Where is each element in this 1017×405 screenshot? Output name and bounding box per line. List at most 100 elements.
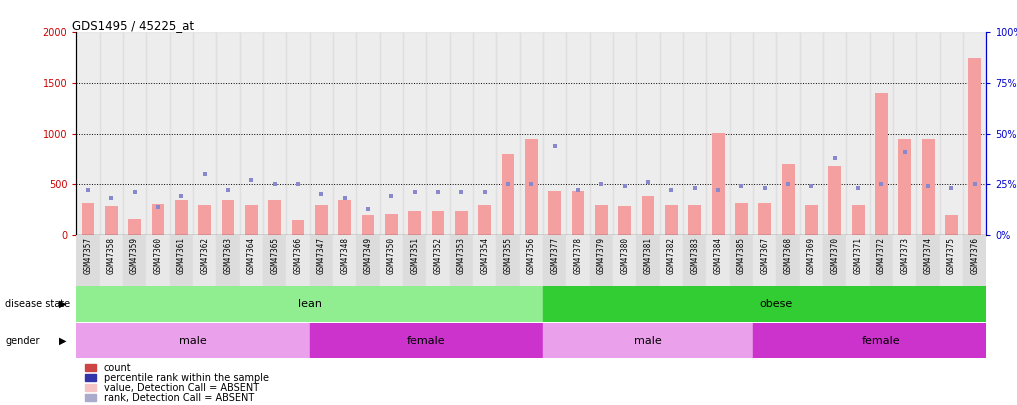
Bar [217,32,240,235]
Bar [870,32,893,235]
Bar [333,32,356,235]
Bar [921,139,935,235]
Bar [963,32,986,235]
Bar [893,235,916,286]
Bar [963,235,986,286]
Bar [85,364,97,371]
Bar [379,32,403,235]
Bar [81,202,95,235]
Bar [193,32,217,235]
Bar [85,394,97,401]
Bar [245,205,257,235]
Text: lean: lean [298,299,321,309]
Text: value, Detection Call = ABSENT: value, Detection Call = ABSENT [104,383,258,393]
Bar [356,32,379,235]
Bar [735,202,747,235]
Bar [637,32,660,235]
Bar [403,235,426,286]
Bar [170,235,193,286]
Bar [287,235,309,286]
Bar [637,235,660,286]
Bar [875,93,888,235]
Bar [707,32,730,235]
Bar [496,32,520,235]
Text: GSM47367: GSM47367 [761,237,769,275]
Bar [665,205,678,235]
Bar [712,133,724,235]
Bar [473,32,496,235]
Text: GSM47373: GSM47373 [900,237,909,275]
Text: male: male [635,336,662,345]
Bar [940,235,963,286]
Bar [408,211,421,235]
Bar [198,205,212,235]
Bar [175,200,188,235]
Bar [940,32,963,235]
Text: GSM47363: GSM47363 [224,237,233,275]
Bar [309,323,543,358]
Text: GSM47383: GSM47383 [691,237,700,275]
Bar [689,205,701,235]
Text: GSM47365: GSM47365 [271,237,279,275]
Text: GSM47366: GSM47366 [294,237,302,275]
Bar [916,235,940,286]
Text: GDS1495 / 45225_at: GDS1495 / 45225_at [72,19,194,32]
Bar [496,235,520,286]
Bar [105,206,118,235]
Bar [590,235,613,286]
Bar [193,235,217,286]
Text: GSM47379: GSM47379 [597,237,606,275]
Text: GSM47357: GSM47357 [83,237,93,275]
Text: male: male [179,336,206,345]
Text: GSM47375: GSM47375 [947,237,956,275]
Bar [217,235,240,286]
Bar [384,214,398,235]
Text: GSM47377: GSM47377 [550,237,559,275]
Bar [730,235,754,286]
Bar [613,235,637,286]
Text: GSM47368: GSM47368 [784,237,792,275]
Bar [455,211,468,235]
Text: gender: gender [5,336,40,345]
Bar [309,32,333,235]
Text: female: female [862,336,901,345]
Text: GSM47347: GSM47347 [317,237,325,275]
Text: GSM47380: GSM47380 [620,237,630,275]
Bar [642,196,655,235]
Text: GSM47355: GSM47355 [503,237,513,275]
Bar [799,235,823,286]
Text: GSM47356: GSM47356 [527,237,536,275]
Bar [146,32,170,235]
Bar [968,58,981,235]
Bar [799,32,823,235]
Bar [595,205,608,235]
Text: GSM47349: GSM47349 [363,237,372,275]
Bar [128,219,141,235]
Bar [613,32,637,235]
Bar [287,32,309,235]
Bar [543,323,754,358]
Bar [898,139,911,235]
Bar [548,192,561,235]
Bar [362,215,374,235]
Text: percentile rank within the sample: percentile rank within the sample [104,373,268,383]
Bar [525,139,538,235]
Text: GSM47360: GSM47360 [154,237,163,275]
Bar [333,235,356,286]
Bar [823,32,846,235]
Text: GSM47350: GSM47350 [386,237,396,275]
Bar [76,286,543,322]
Bar [543,235,566,286]
Text: GSM47354: GSM47354 [480,237,489,275]
Bar [618,206,632,235]
Bar [660,32,683,235]
Text: GSM47384: GSM47384 [714,237,723,275]
Bar [520,32,543,235]
Bar [829,166,841,235]
Bar [356,235,379,286]
Bar [315,205,327,235]
Bar [660,235,683,286]
Bar [123,32,146,235]
Bar [870,235,893,286]
Bar [754,323,1010,358]
